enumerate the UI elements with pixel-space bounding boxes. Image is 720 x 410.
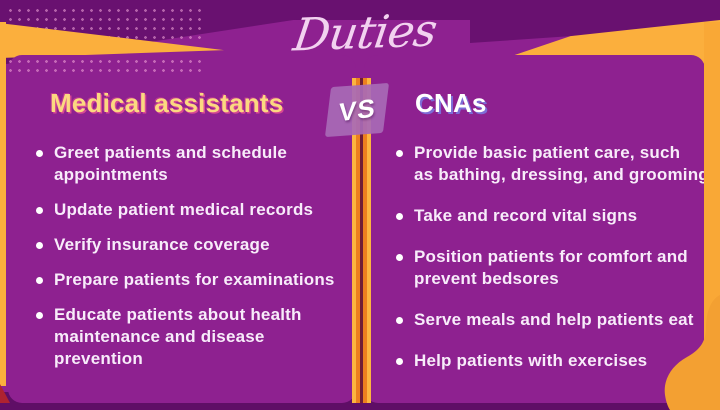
vs-label: VS	[337, 92, 377, 127]
right-duty-list: Provide basic patient care, such as bath…	[396, 142, 714, 391]
bullet-icon	[396, 213, 403, 220]
duty-text: Verify insurance coverage	[54, 235, 270, 254]
list-item: Prepare patients for examinations	[36, 269, 348, 291]
bullet-icon	[396, 358, 403, 365]
center-divider-stripes	[352, 78, 371, 403]
duty-text: Prepare patients for examinations	[54, 270, 335, 289]
list-item: Serve meals and help patients eat	[396, 309, 714, 331]
duty-text: Educate patients about health maintenanc…	[54, 305, 302, 368]
bullet-icon	[396, 150, 403, 157]
left-duty-list: Greet patients and schedule appointments…	[36, 142, 348, 383]
list-item: Provide basic patient care, such as bath…	[396, 142, 714, 186]
duty-text: Serve meals and help patients eat	[414, 310, 694, 329]
list-item: Position patients for comfort and preven…	[396, 246, 714, 290]
bottom-left-red-accent	[0, 384, 10, 403]
dot-pattern-icon	[6, 57, 201, 78]
duty-text: Position patients for comfort and preven…	[414, 247, 688, 288]
bullet-icon	[36, 207, 43, 214]
bullet-icon	[36, 150, 43, 157]
list-item: Educate patients about health maintenanc…	[36, 304, 348, 370]
page-title: Duties	[290, 3, 440, 62]
duty-text: Greet patients and schedule appointments	[54, 143, 288, 184]
list-item: Help patients with exercises	[396, 350, 714, 372]
right-column-heading: CNAs	[415, 88, 487, 118]
left-panel	[8, 55, 356, 403]
right-edge-strip-and-blob	[664, 22, 720, 410]
duty-text: Help patients with exercises	[414, 351, 648, 370]
vs-badge: VS	[324, 82, 390, 138]
duty-text: Provide basic patient care, such as bath…	[414, 143, 709, 184]
left-edge-yellow-strip	[0, 22, 6, 386]
list-item: Update patient medical records	[36, 199, 348, 221]
bullet-icon	[396, 254, 403, 261]
bullet-icon	[36, 277, 43, 284]
list-item: Verify insurance coverage	[36, 234, 348, 256]
left-column-heading: Medical assistants	[50, 88, 284, 118]
right-panel	[364, 55, 705, 403]
list-item: Greet patients and schedule appointments	[36, 142, 348, 186]
list-item: Take and record vital signs	[396, 205, 714, 227]
bullet-icon	[36, 312, 43, 319]
bullet-icon	[36, 242, 43, 249]
bullet-icon	[396, 317, 403, 324]
bottom-right-orange-blob	[664, 295, 720, 410]
duty-text: Take and record vital signs	[414, 206, 638, 225]
duty-text: Update patient medical records	[54, 200, 314, 219]
